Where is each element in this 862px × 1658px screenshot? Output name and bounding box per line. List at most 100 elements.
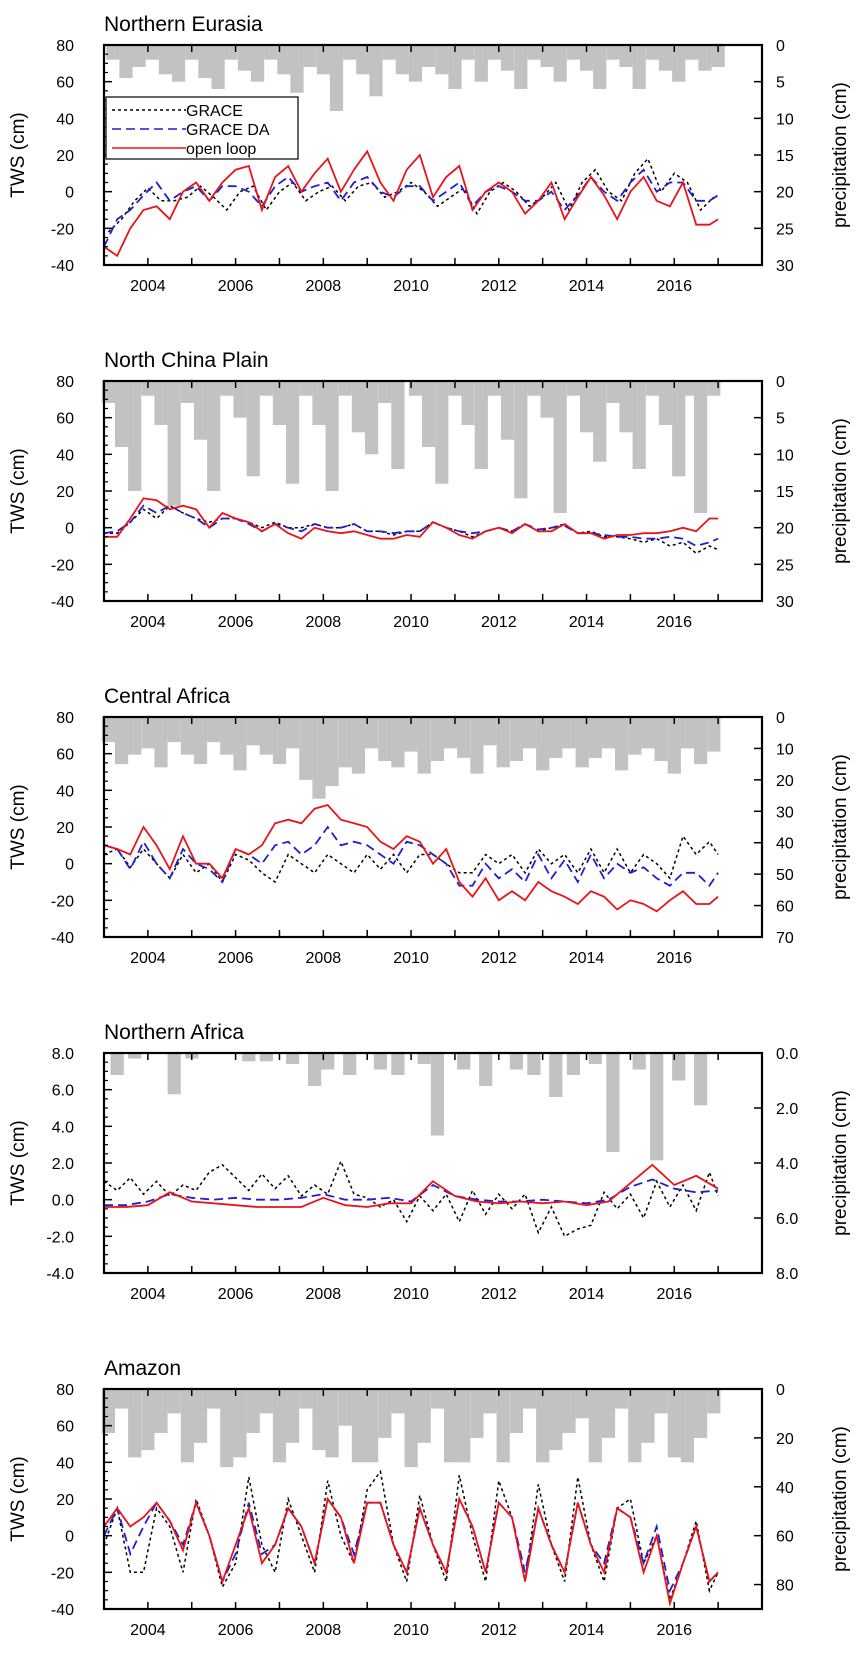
y2-axis-label: precipitation (cm) [830,82,851,228]
precip-bar [259,717,273,755]
precip-bar [588,717,602,758]
precip-bar [128,1053,142,1059]
x-tick-label: 2016 [656,950,692,967]
y2-tick-label: 70 [776,930,794,947]
precip-bar [435,45,449,75]
y-tick-label: -40 [51,1602,74,1619]
precip-bar [110,1053,124,1075]
precip-bar [536,717,550,771]
precip-bar [391,1389,405,1414]
precip-bar [404,1389,418,1468]
precip-bar [167,717,181,743]
precip-bar [115,1389,129,1409]
precip-bar [430,1389,444,1409]
precip-bar [193,381,208,440]
precip-bar [694,717,708,765]
panel-title: Central Africa [104,685,230,708]
x-tick-label: 2014 [569,614,605,631]
precip-bar [316,45,330,75]
precip-bar [351,717,365,774]
series-grace-line [103,1159,719,1238]
y-tick-label: 60 [56,747,74,764]
precip-bar [619,45,633,67]
y-tick-label: 80 [56,38,74,55]
precip-bar [470,1389,484,1438]
precip-bar [606,1053,620,1152]
x-tick-label: 2006 [218,614,254,631]
precip-bar [158,45,172,75]
precip-bar [685,45,699,60]
precip-bar [606,45,620,60]
precip-bar [338,381,352,396]
precip-bar [233,1389,247,1458]
precip-bar [628,717,642,755]
precip-bar [106,45,120,60]
precip-bar [312,717,326,799]
y2-tick-label: 0 [776,710,785,727]
precip-bar [496,1389,510,1463]
precip-bar [549,1053,563,1097]
y2-tick-label: 10 [776,447,794,464]
precip-bar [422,381,436,447]
x-tick-label: 2010 [393,614,429,631]
precip-bar [654,1389,668,1414]
y2-tick-label: 5 [776,75,785,92]
precip-bar [593,45,607,89]
precip-bar [378,381,392,403]
precip-bar [286,381,300,484]
precip-bar [417,1053,431,1064]
precip-bar [680,717,694,749]
precip-bar [575,717,589,768]
precip-bar [220,381,234,396]
y-tick-label: 0 [65,1529,74,1546]
precip-bar [632,45,646,89]
precip-bar [242,1053,256,1062]
precip-bar [128,381,142,491]
precip-bar [509,717,523,761]
precip-bar [527,45,541,60]
precip-bar [588,1053,602,1064]
precip-bar [141,1389,155,1451]
precip-bar [549,1389,563,1451]
precip-bar [259,1053,273,1062]
precip-bar [588,1389,602,1463]
chart-panel-0: 2004 2006 2008 2010 2012 2014 2016806040200-20… [8,13,851,295]
precip-bar [101,381,115,403]
precip-bar [303,45,317,67]
precip-bar [237,45,251,71]
precip-bar [299,381,313,396]
precip-bar [619,381,633,433]
precip-bar [707,1389,721,1414]
precip-bar [115,717,129,765]
precip-bar [154,1389,168,1433]
precip-bar [180,717,194,755]
precip-bar [408,381,423,396]
precip-bar [615,1389,629,1409]
y-tick-label: -40 [51,594,74,611]
x-tick-label: 2014 [569,278,605,295]
precip-bar [167,1053,181,1095]
y2-tick-label: 60 [776,1529,794,1546]
precip-bar [514,381,528,499]
precip-bar [667,717,681,774]
x-tick-label: 2012 [481,950,517,967]
precip-bar [145,45,159,60]
precip-bar [632,1053,646,1070]
y2-tick-label: 8.0 [776,1266,798,1283]
x-tick-label: 2010 [393,1622,429,1639]
precip-bar [430,717,444,761]
precip-bar [501,381,515,440]
y-tick-label: 40 [56,111,74,128]
y2-tick-label: 0 [776,38,785,55]
series-open-loop-line [103,803,719,913]
precip-bar [698,45,712,71]
precip-bar [694,381,708,513]
precip-bar [128,1389,142,1458]
y2-axis-label: precipitation (cm) [830,754,851,900]
series-open-loop-line [104,1163,719,1208]
y-tick-label: -20 [51,1565,74,1582]
precip-bar [365,717,379,749]
precip-bar [207,381,221,491]
y-tick-label: 20 [56,148,74,165]
